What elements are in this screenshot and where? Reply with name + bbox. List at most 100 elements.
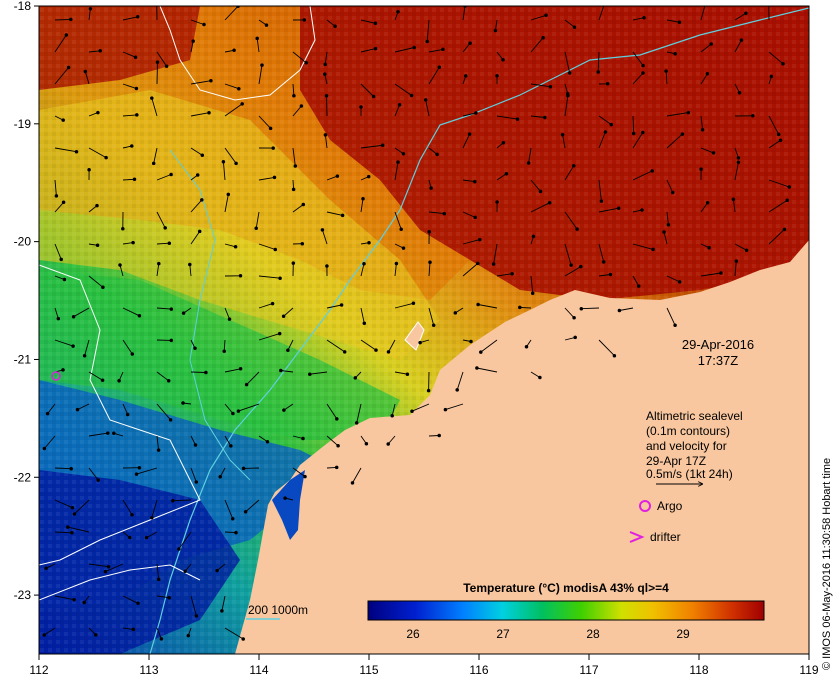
- drifter-legend-icon: [629, 531, 645, 543]
- velocity-arrow-head: [150, 96, 154, 100]
- velocity-arrow-head: [751, 114, 755, 118]
- velocity-arrow-head: [74, 149, 79, 154]
- velocity-arrow-head: [101, 285, 105, 290]
- velocity-arrow: [394, 83, 412, 96]
- velocity-arrow-head: [121, 226, 125, 231]
- velocity-arrow: [394, 162, 399, 181]
- velocity-arrow-head: [734, 259, 739, 263]
- velocity-arrow-head: [405, 372, 410, 376]
- velocity-arrow: [283, 403, 294, 411]
- velocity-arrow-head: [401, 246, 406, 250]
- velocity-arrow: [156, 435, 160, 451]
- velocity-arrow-head: [135, 113, 139, 117]
- velocity-arrow-head: [194, 614, 199, 618]
- velocity-arrow: [190, 467, 197, 483]
- velocity-arrow: [156, 403, 171, 421]
- velocity-arrow-head: [569, 263, 573, 267]
- velocity-arrow: [156, 242, 170, 245]
- velocity-arrow-head: [96, 110, 100, 115]
- velocity-arrow: [258, 275, 281, 279]
- velocity-arrow-head: [427, 229, 431, 234]
- velocity-arrow: [246, 371, 260, 385]
- velocity-arrow: [224, 531, 237, 534]
- velocity-arrow-head: [169, 338, 174, 343]
- velocity-arrow-head: [323, 72, 327, 76]
- velocity-arrow-head: [342, 350, 347, 354]
- velocity-arrow: [394, 263, 397, 277]
- velocity-arrow-head: [233, 245, 238, 249]
- velocity-arrow-head: [220, 609, 224, 613]
- velocity-arrow: [598, 131, 606, 149]
- velocity-arrow-head: [380, 143, 385, 148]
- velocity-arrow: [700, 147, 714, 154]
- velocity-arrow: [530, 115, 545, 118]
- velocity-arrow: [122, 16, 138, 21]
- velocity-arrow-head: [167, 241, 172, 245]
- drifter-legend-label: drifter: [650, 530, 681, 544]
- velocity-arrow-head: [272, 175, 277, 180]
- velocity-arrow: [326, 175, 338, 181]
- velocity-arrow: [54, 595, 75, 601]
- velocity-arrow: [224, 368, 241, 373]
- velocity-arrow: [88, 432, 108, 437]
- velocity-arrow-head: [168, 418, 173, 422]
- velocity-arrow-head: [209, 78, 213, 83]
- velocity-arrow-head: [188, 262, 192, 267]
- velocity-arrow: [43, 627, 56, 636]
- velocity-arrow: [122, 178, 135, 181]
- velocity-arrow-head: [410, 409, 414, 413]
- velocity-arrow: [632, 115, 635, 134]
- velocity-arrow: [394, 104, 401, 117]
- velocity-arrow-head: [787, 185, 792, 189]
- velocity-arrow-head: [572, 25, 577, 29]
- velocity-arrow-head: [72, 597, 76, 602]
- velocity-arrow: [581, 307, 600, 310]
- velocity-arrow: [360, 83, 374, 97]
- velocity-arrow-head: [82, 600, 86, 605]
- velocity-arrow-head: [361, 196, 365, 201]
- velocity-arrow: [224, 499, 234, 519]
- velocity-arrow-head: [167, 595, 171, 600]
- velocity-arrow-head: [75, 407, 80, 412]
- colorbar-tick-label: 28: [586, 627, 600, 641]
- velocity-arrow-field: [42, 1, 792, 641]
- velocity-arrow: [619, 307, 634, 311]
- velocity-arrow: [388, 339, 396, 353]
- velocity-arrow-head: [281, 314, 286, 319]
- velocity-arrow: [666, 179, 674, 193]
- velocity-arrow-head: [467, 132, 472, 136]
- velocity-arrow-head: [429, 186, 433, 190]
- isobath-200m: [149, 7, 809, 654]
- velocity-arrow-head: [374, 348, 378, 352]
- altimetry-line-4: 29-Apr 17Z: [646, 454, 706, 468]
- velocity-arrow: [258, 303, 273, 309]
- velocity-arrow: [598, 115, 612, 125]
- velocity-arrow: [360, 19, 376, 24]
- velocity-arrow-head: [354, 421, 359, 425]
- velocity-arrow-head: [200, 198, 204, 202]
- velocity-arrow: [54, 147, 77, 153]
- velocity-arrow-head: [335, 417, 339, 421]
- velocity-arrow-head: [616, 206, 621, 210]
- velocity-arrow: [122, 114, 137, 117]
- velocity-arrow: [156, 174, 172, 181]
- velocity-arrow: [122, 339, 133, 355]
- velocity-arrow-head: [736, 156, 741, 160]
- velocity-arrow: [54, 307, 59, 319]
- velocity-arrow-head: [45, 411, 50, 416]
- velocity-arrow: [426, 19, 430, 42]
- velocity-arrow-head: [238, 367, 243, 371]
- velocity-arrow: [224, 307, 230, 320]
- velocity-arrow-head: [207, 110, 211, 115]
- velocity-arrow-head: [641, 130, 645, 135]
- velocity-arrow-head: [641, 71, 645, 75]
- velocity-arrow-head: [617, 308, 622, 313]
- velocity-arrow-head: [700, 127, 705, 132]
- velocity-arrow-head: [409, 93, 414, 98]
- velocity-arrow-head: [103, 569, 108, 574]
- velocity-arrow: [394, 371, 408, 375]
- velocity-arrow-head: [705, 200, 710, 205]
- velocity-arrow: [258, 176, 275, 181]
- velocity-arrow-head: [705, 1, 708, 4]
- velocity-arrow-head: [673, 323, 677, 328]
